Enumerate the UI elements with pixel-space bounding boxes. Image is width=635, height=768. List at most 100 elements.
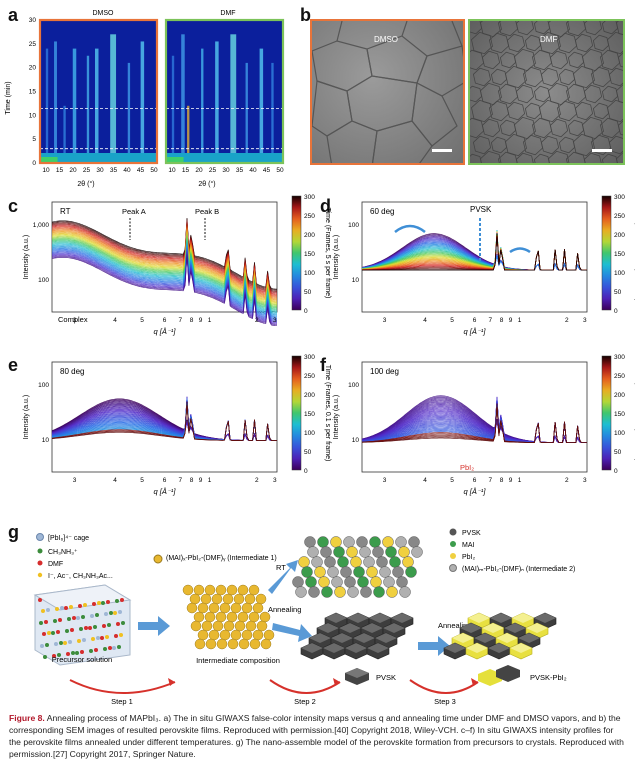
precursor-molecule [63,641,67,645]
profile-curve [51,236,278,309]
precursor-molecule [120,598,124,602]
profile-curve [51,252,278,325]
colorbar-tick: 50 [304,289,312,296]
intermediate2-ball [357,576,369,588]
x-tick-label: 2 [565,477,569,484]
x-tick-label: 2 [255,477,259,484]
ch3nh3-icon [37,548,43,554]
colorbar-tick: 50 [614,449,622,456]
hex-crystal-top [482,623,504,633]
precursor-molecule [53,619,57,623]
intermediate2-ball [311,556,323,568]
sem-grain [567,119,585,137]
heatmap-streak [215,41,219,164]
legend-intermediate2: (MAI)ₘ-PbI₂-(DMF)ₙ (Intermediate 2) [462,566,575,573]
intermediate-ball [182,584,194,596]
intermediate1-label: (MAI)ₓ-PbI₂-(DMF)ᵧ (Intermediate 1) [166,555,277,562]
x-tick-label: 1 [208,477,212,484]
sem-grain [470,49,485,71]
intermediate-ball [256,620,268,632]
sem-grain [515,21,535,36]
profile-curve [51,237,278,310]
x-tick-label: 6 [163,317,167,324]
intermediate2-legend-icon [449,564,457,572]
profile-panel-c: 3 4 5 6 7 8 9 1 2 3 q [Å⁻¹] Intensity (a.u.)1,000 10… [23,194,331,336]
heatmap-xtick: 45 [263,167,271,174]
x-tick-label: 3 [73,477,77,484]
profile-curve [51,240,278,312]
precursor-molecule [80,650,84,654]
sem-grain [574,33,594,53]
step2-label: Step 2 [294,697,316,706]
intermediate-ball [215,584,227,596]
heatmap-ytick: 0 [32,160,36,167]
heatmap-bottom-band [166,157,184,163]
heatmap-streak [63,105,66,163]
intermediate2-ball [353,566,365,578]
profile-curve [51,229,278,301]
sem-grain [472,67,492,87]
heatmap-background [166,20,283,163]
precursor-molecule [117,645,121,649]
intermediate2-ball [340,566,352,578]
heatmap-streak [140,41,145,164]
panel-e-label: e [8,355,19,375]
precursor-molecule [107,623,111,627]
sem-grain [548,150,570,163]
panel-c-label: c [8,196,19,216]
sem-grain [616,152,623,163]
precursor-molecule [118,610,122,614]
intermediate2-ball [330,536,342,548]
hex-crystal-top [369,613,391,623]
heatmap-streak [54,41,57,164]
condition-label: 100 deg [370,367,399,376]
heatmap-xtick: 45 [137,167,145,174]
heatmap-ytick: 30 [29,17,37,24]
intermediate-ball [215,611,227,623]
intermediate2-ball [386,586,398,598]
precursor-molecule [108,646,112,650]
intermediate2-ball [392,566,404,578]
intermediate-ball [212,620,224,632]
heatmap-xtick: 35 [236,167,244,174]
x-tick-label: 1 [208,317,212,324]
colorbar-tick: 0 [614,308,618,315]
profile-panel-f: 3 4 5 6 7 8 9 1 2 3 q [Å⁻¹] Intensity (a.u.) 100 10 10… [333,354,635,496]
sem-grain [506,33,526,53]
x-axis-label: q [Å⁻¹] [464,327,487,336]
x-tick-label: 3 [273,317,277,324]
panel-a-heatmaps: 10 15 20 25 30 35 40 45 50 0 5 10 15 20 25 30 10 15 20 25 3… [5,10,285,188]
intermediate-ball [241,629,253,641]
hex-crystal-top [345,643,367,653]
panel-g-label: g [8,522,19,542]
sem-grain [558,136,576,154]
precursor-molecule [102,624,106,628]
sem-grain [583,152,602,163]
intermediate2-ball [292,576,304,588]
heatmap-ytick: 20 [29,65,37,72]
profile-curve [51,227,278,299]
intermediate2-ball [399,586,411,598]
precursor-molecule [75,651,79,655]
heatmap-streak [245,62,248,163]
intermediate-ball [237,584,249,596]
arrow-annealing2-icon [418,636,450,656]
hex-crystal-top [323,643,345,653]
condition-label: RT [60,207,71,216]
sem-image-dmso: DMSO [310,19,465,165]
arrow-rt-icon [268,560,298,594]
intermediate-ball [193,611,205,623]
profile-curve [51,218,278,291]
intermediate2-ball [334,586,346,598]
heatmap-streak [230,34,237,163]
figure-caption: Figure 8. Annealing process of MAPbI₃. a… [9,712,627,760]
legend-anion: I⁻, Ac⁻, CH₃NH₃Ac... [48,573,113,580]
colorbar-tick: 200 [614,232,625,239]
precursor-molecule [79,627,83,631]
heatmap-streak [271,62,274,163]
precursor-molecule [54,642,58,646]
sem-grain [505,133,527,157]
intermediate2-ball [304,536,316,548]
profile-curve [51,241,278,313]
precursor-molecule [58,618,62,622]
